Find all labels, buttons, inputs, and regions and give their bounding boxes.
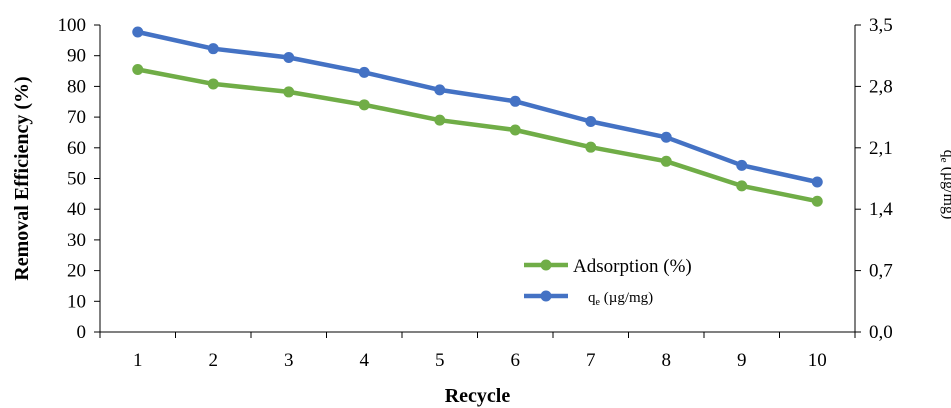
y-right-tick-label: 1,4: [869, 199, 893, 220]
y-left-tick-label: 40: [67, 199, 86, 220]
x-axis-title: Recycle: [445, 385, 511, 407]
x-tick-label: 2: [209, 350, 219, 371]
y-left-tick-label: 20: [67, 261, 86, 282]
y-left-tick-label: 30: [67, 230, 86, 251]
data-point: [811, 195, 823, 207]
y-axis-right-title: qe (µg/mg): [938, 150, 951, 220]
legend-swatch-marker: [540, 290, 552, 302]
series-line: [135, 29, 820, 185]
x-tick-label: 9: [737, 350, 747, 371]
data-point: [207, 78, 219, 90]
series-adsorption: [132, 64, 823, 207]
data-point: [585, 115, 597, 127]
data-point: [585, 141, 597, 153]
x-tick-label: 10: [808, 350, 827, 371]
y-right-tick-label: 2,1: [869, 138, 893, 159]
legend-label-rest: (µg/mg): [600, 290, 653, 306]
y-left-tick-label: 60: [67, 138, 86, 159]
x-tick-label: 1: [133, 350, 143, 371]
data-point: [660, 131, 672, 143]
x-tick-label: 4: [360, 350, 370, 371]
series-line: [135, 67, 820, 204]
series-qe: [132, 26, 823, 188]
y-right-tick-label: 2,8: [869, 76, 893, 97]
y-axis-right-title-sub: e: [938, 158, 950, 163]
chart-legend: Adsorption (%) qe (µg/mg): [524, 256, 692, 308]
y-right-tick-label: 0,0: [869, 322, 893, 343]
data-point: [660, 155, 672, 167]
chart-axes: 0 10 20 30 40 50 60 70 80 90 100 0,0 0,7 1,4 2,1 2,8 3,5…: [11, 15, 951, 407]
data-point: [132, 26, 144, 38]
y-left-tick-label: 80: [67, 76, 86, 97]
y-left-tick-label: 100: [58, 15, 87, 36]
data-point: [509, 95, 521, 107]
y-left-tick-label: 10: [67, 291, 86, 312]
data-point: [434, 84, 446, 96]
x-tick-label: 5: [435, 350, 445, 371]
x-tick-label: 3: [284, 350, 294, 371]
data-point: [811, 176, 823, 188]
legend-label-sub: e: [596, 297, 601, 308]
y-right-tick-label: 3,5: [869, 15, 893, 36]
x-tick-label: 8: [662, 350, 672, 371]
legend-label-main: q: [588, 290, 596, 306]
data-point: [283, 51, 295, 63]
y-axis-right-title-main: q: [940, 150, 951, 158]
y-axis-right-title-rest: (µg/mg): [940, 163, 951, 220]
data-point: [358, 66, 370, 78]
y-left-tick-label: 0: [77, 322, 87, 343]
legend-label: Adsorption (%): [573, 256, 692, 277]
data-point: [132, 64, 144, 76]
data-point: [283, 86, 295, 98]
legend-item-adsorption: Adsorption (%): [524, 256, 692, 277]
legend-label: qe (µg/mg): [588, 290, 653, 308]
data-point: [358, 99, 370, 111]
y-left-tick-label: 50: [67, 169, 86, 190]
y-axis-left-title: Removal Efficiency (%): [11, 76, 33, 280]
y-left-tick-label: 90: [67, 46, 86, 67]
legend-swatch-marker: [540, 259, 552, 271]
x-tick-label: 6: [511, 350, 521, 371]
series-layer: [132, 26, 823, 207]
data-point: [207, 43, 219, 55]
legend-item-qe: qe (µg/mg): [524, 290, 653, 308]
x-tick-label: 7: [586, 350, 596, 371]
data-point: [736, 180, 748, 192]
data-point: [736, 159, 748, 171]
y-right-tick-label: 0,7: [869, 261, 893, 282]
data-point: [509, 124, 521, 136]
y-left-tick-label: 70: [67, 107, 86, 128]
data-point: [434, 114, 446, 126]
